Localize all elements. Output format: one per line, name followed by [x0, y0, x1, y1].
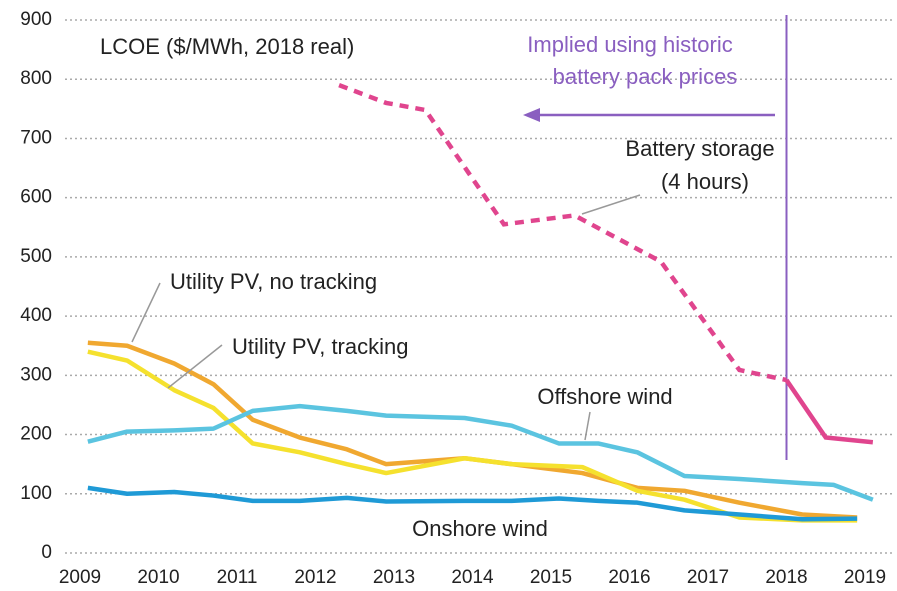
x-tick-label: 2013: [373, 567, 415, 588]
series-line: [87, 340, 858, 520]
series-label: Battery storage: [625, 136, 774, 161]
y-tick-label: 800: [20, 68, 52, 89]
x-tick-label: 2018: [765, 567, 807, 588]
series-label: Offshore wind: [537, 384, 672, 409]
y-tick-label: 100: [20, 483, 52, 504]
y-tick-label: 0: [41, 542, 52, 563]
x-tick-label: 2010: [137, 567, 179, 588]
x-tick-label: 2015: [530, 567, 572, 588]
leader-line: [131, 282, 161, 343]
leader-line: [581, 194, 641, 215]
x-tick-label: 2009: [59, 567, 101, 588]
x-tick-label: 2012: [294, 567, 336, 588]
x-tick-label: 2017: [687, 567, 729, 588]
arrow-head: [523, 108, 540, 122]
y-tick-label: 900: [20, 9, 52, 30]
y-tick-label: 700: [20, 127, 52, 148]
leader-line: [584, 411, 591, 441]
y-tick-label: 600: [20, 187, 52, 208]
series-label: Onshore wind: [412, 516, 548, 541]
series-line: [87, 349, 858, 523]
y-tick-label: 400: [20, 305, 52, 326]
divider-note: battery pack prices: [553, 64, 738, 89]
series-label: (4 hours): [661, 169, 749, 194]
series-label: Utility PV, no tracking: [170, 269, 377, 294]
series-line: [338, 83, 787, 383]
series-label: Utility PV, tracking: [232, 334, 408, 359]
chart-title: LCOE ($/MWh, 2018 real): [100, 34, 354, 59]
y-tick-label: 200: [20, 424, 52, 445]
x-tick-label: 2019: [844, 567, 886, 588]
series-line: [87, 403, 874, 502]
series-line: [784, 378, 874, 445]
y-tick-label: 500: [20, 246, 52, 267]
leader-line: [167, 344, 223, 389]
x-tick-label: 2011: [217, 567, 258, 588]
x-tick-label: 2014: [451, 567, 494, 588]
x-tick-label: 2016: [608, 567, 650, 588]
series-line: [87, 485, 858, 522]
divider-note: Implied using historic: [527, 32, 732, 57]
y-tick-label: 300: [20, 364, 52, 385]
